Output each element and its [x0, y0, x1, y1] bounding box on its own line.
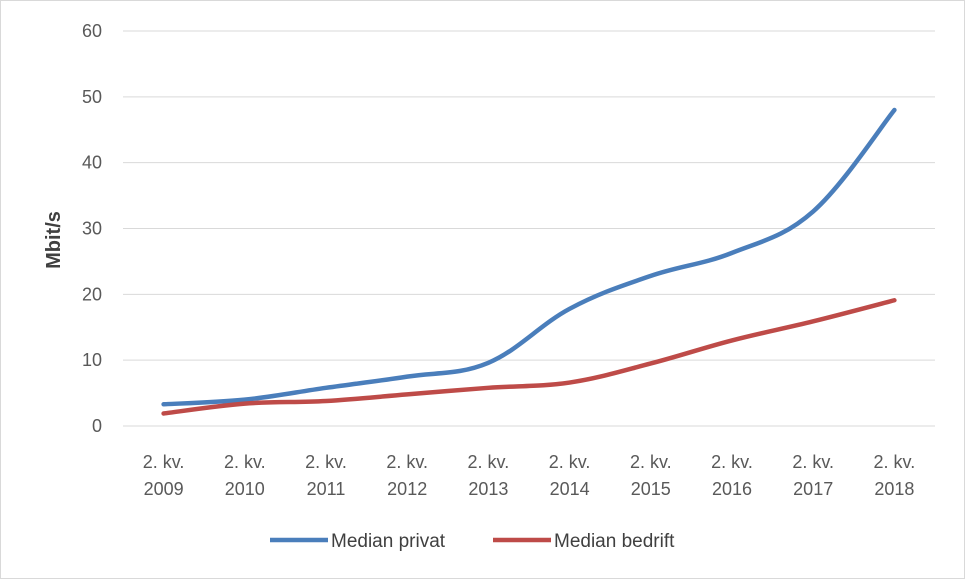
x-tick-label-line: 2. kv. — [143, 452, 185, 472]
y-tick-label: 10 — [82, 350, 102, 370]
legend-label: Median bedrift — [554, 531, 675, 552]
x-tick-label-line: 2. kv. — [549, 452, 591, 472]
x-tick-label: 2. kv. 2011 — [305, 452, 347, 499]
x-tick-label: 2. kv. 2018 — [874, 452, 916, 499]
series-lines — [161, 107, 897, 416]
x-tick-label-line: 2. kv. — [630, 452, 672, 472]
y-axis-ticks: 0 10 20 30 40 50 60 — [82, 21, 102, 436]
legend-label: Median privat — [331, 531, 446, 552]
x-tick-label: 2. kv. 2014 — [549, 452, 591, 499]
x-tick-label-line: 2. kv. — [224, 452, 266, 472]
x-tick-label-line: 2015 — [631, 479, 671, 499]
x-tick-label-line: 2. kv. — [792, 452, 834, 472]
x-tick-label-line: 2017 — [793, 479, 833, 499]
y-tick-label: 50 — [82, 87, 102, 107]
x-tick-label: 2. kv. 2015 — [630, 452, 672, 499]
x-tick-label-line: 2. kv. — [874, 452, 916, 472]
gridlines — [123, 30, 935, 427]
x-tick-label-line: 2009 — [144, 479, 184, 499]
y-tick-label: 30 — [82, 219, 102, 239]
y-tick-label: 20 — [82, 284, 102, 304]
series-line-median-privat — [161, 107, 897, 407]
legend: Median privat Median bedrift — [270, 531, 675, 552]
x-tick-label: 2. kv. 2010 — [224, 452, 266, 499]
x-tick-label-line: 2011 — [307, 479, 346, 499]
x-tick-label-line: 2016 — [712, 479, 752, 499]
x-tick-label-line: 2013 — [468, 479, 508, 499]
y-tick-label: 60 — [82, 21, 102, 41]
y-tick-label: 0 — [92, 416, 102, 436]
x-tick-label: 2. kv. 2009 — [143, 452, 185, 499]
x-tick-label-line: 2. kv. — [468, 452, 510, 472]
x-tick-label-line: 2010 — [225, 479, 265, 499]
x-tick-label: 2. kv. 2013 — [468, 452, 510, 499]
x-tick-label: 2. kv. 2012 — [386, 452, 428, 499]
x-tick-label-line: 2. kv. — [386, 452, 428, 472]
x-tick-label-line: 2. kv. — [711, 452, 753, 472]
series-line-median-bedrift — [161, 298, 897, 416]
y-axis-label: Mbit/s — [43, 211, 65, 269]
x-tick-label-line: 2012 — [387, 479, 427, 499]
x-tick-label-line: 2018 — [874, 479, 914, 499]
x-axis-ticks: 2. kv. 2009 2. kv. 2010 2. kv. 2011 2. kv. 2012… — [143, 452, 915, 499]
x-tick-label-line: 2. kv. — [305, 452, 347, 472]
x-tick-label: 2. kv. 2016 — [711, 452, 753, 499]
y-tick-label: 40 — [82, 153, 102, 173]
x-tick-label-line: 2014 — [550, 479, 590, 499]
x-tick-label: 2. kv. 2017 — [792, 452, 834, 499]
